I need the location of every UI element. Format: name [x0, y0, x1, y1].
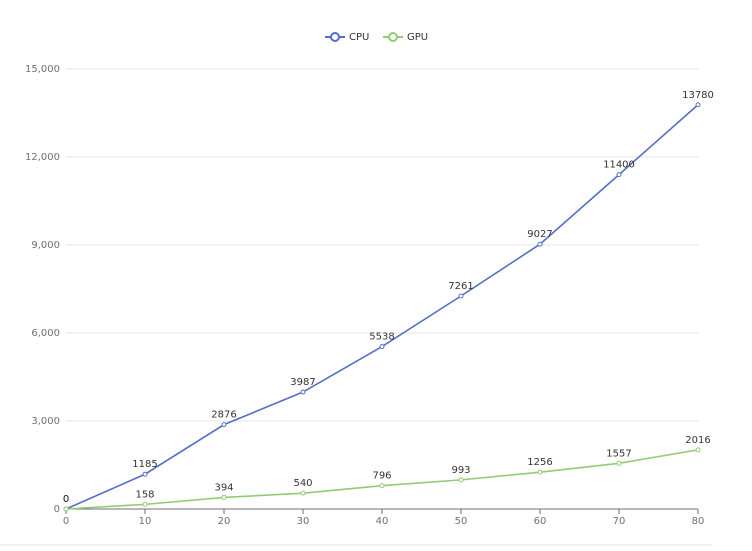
y-tick-label: 12,000	[25, 152, 60, 163]
data-label: 1557	[606, 448, 631, 459]
data-label: 0	[63, 494, 69, 505]
point	[537, 469, 543, 475]
legend-icon	[330, 32, 340, 42]
x-tick-label: 30	[297, 516, 310, 527]
data-label: 796	[372, 471, 391, 482]
y-tick-label: 3,000	[31, 416, 60, 427]
data-label: 2016	[685, 435, 710, 446]
data-label: 1185	[132, 459, 157, 470]
legend-label: CPU	[349, 32, 369, 43]
y-tick-label: 0	[54, 504, 60, 515]
x-tick-label: 50	[455, 516, 468, 527]
data-label: 540	[293, 478, 312, 489]
y-tick-label: 9,000	[31, 240, 60, 251]
x-tick-label: 70	[613, 516, 626, 527]
point	[616, 172, 622, 178]
point	[142, 501, 148, 507]
legend-label: GPU	[407, 32, 428, 43]
point	[300, 490, 306, 496]
x-tick-label: 60	[534, 516, 547, 527]
data-label: 2876	[211, 410, 236, 421]
point	[458, 477, 464, 483]
point	[379, 344, 385, 350]
x-tick-label: 10	[139, 516, 152, 527]
data-label: 394	[214, 482, 233, 493]
y-tick-label: 15,000	[25, 64, 60, 75]
data-label: 0	[63, 494, 69, 505]
y-tick-label: 6,000	[31, 328, 60, 339]
point	[537, 241, 543, 247]
point	[142, 471, 148, 477]
legend-icon	[388, 32, 398, 42]
x-tick-label: 0	[63, 516, 69, 527]
point	[221, 494, 227, 500]
point	[616, 460, 622, 466]
data-label: 7261	[448, 281, 473, 292]
data-label: 158	[135, 489, 154, 500]
data-label: 13780	[682, 90, 714, 101]
data-label: 1256	[527, 457, 552, 468]
data-label: 3987	[290, 377, 315, 388]
x-tick-label: 20	[218, 516, 231, 527]
data-label: 5538	[369, 332, 394, 343]
x-tick-label: 80	[692, 516, 705, 527]
point	[221, 422, 227, 428]
data-label: 11400	[603, 160, 635, 171]
point	[695, 447, 701, 453]
x-tick-label: 40	[376, 516, 389, 527]
data-label: 9027	[527, 229, 552, 240]
point	[63, 506, 69, 512]
point	[379, 483, 385, 489]
data-label: 993	[451, 465, 470, 476]
point	[695, 102, 701, 108]
point	[458, 293, 464, 299]
point	[300, 389, 306, 395]
